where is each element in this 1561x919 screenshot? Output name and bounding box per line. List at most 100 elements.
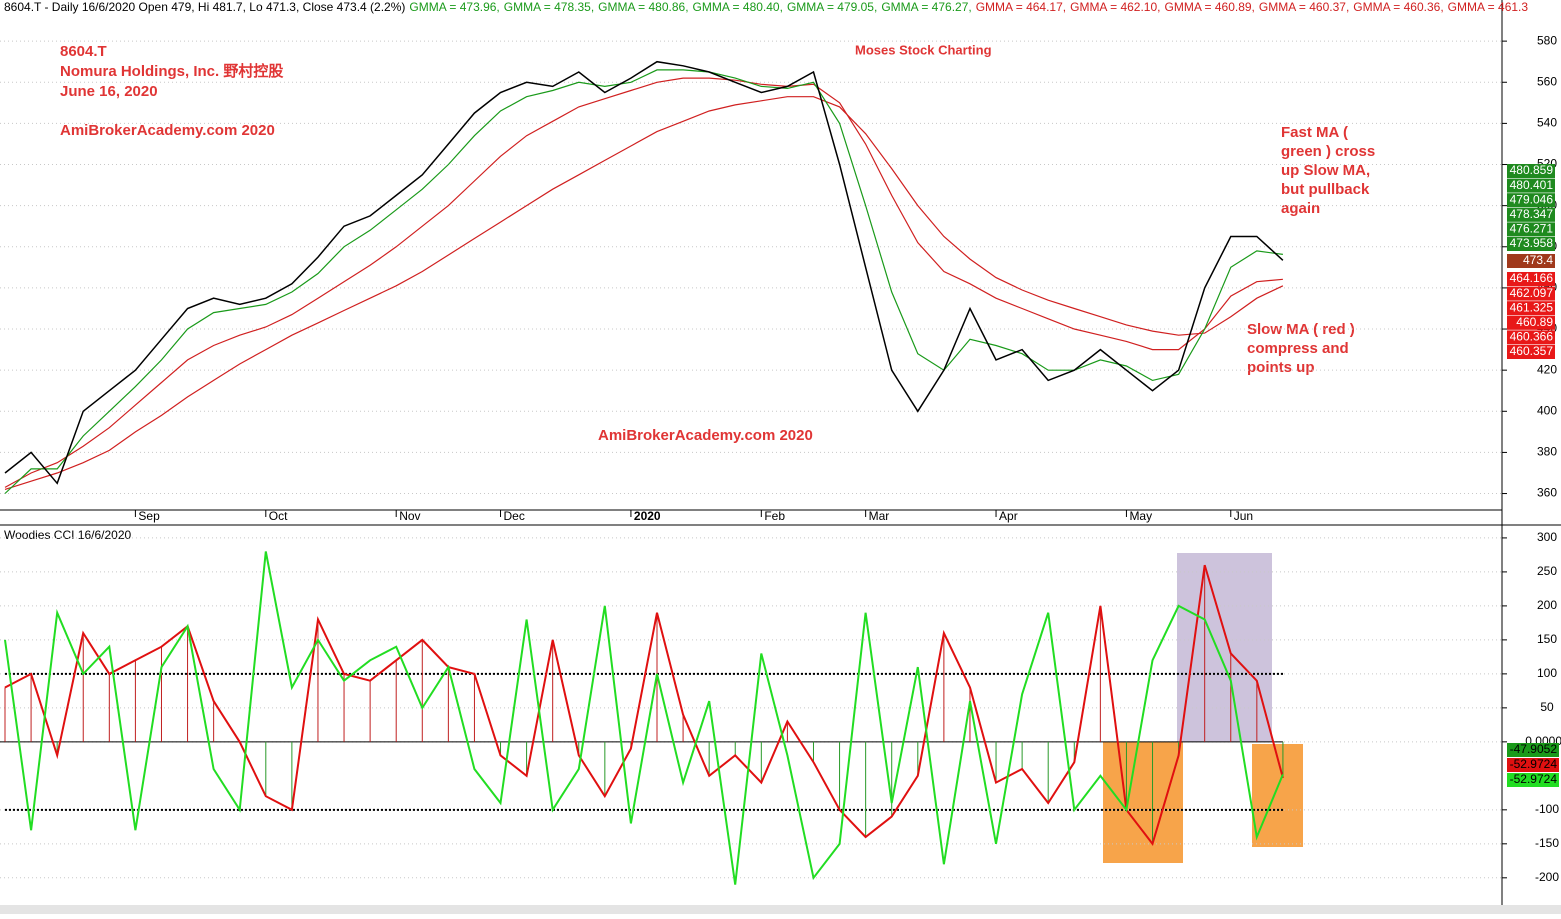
histogram-bar (160, 646, 162, 742)
value-box (1507, 758, 1559, 772)
histogram-bar (943, 633, 945, 742)
panel-title: Woodies CCI 16/6/2020 (4, 528, 132, 542)
histogram-bar (1073, 741, 1075, 763)
histogram-bar (447, 667, 449, 742)
y-tick-label: -200 (1535, 870, 1559, 884)
header-part: GMMA = 460.37, (1259, 0, 1349, 14)
histogram-bar (369, 680, 371, 742)
highlight-box (1177, 553, 1272, 742)
header-part: 8604.T - Daily 16/6/2020 Open 479, Hi 48… (4, 0, 405, 14)
x-tick-label: Jun (1234, 509, 1253, 523)
histogram-bar (969, 687, 971, 742)
histogram-bar (552, 639, 554, 742)
histogram-bar (708, 741, 710, 776)
y-tick-label: 50 (1540, 700, 1554, 714)
header-part: GMMA = 480.40, (693, 0, 783, 14)
credit: Moses Stock Charting (855, 42, 992, 57)
histogram-bar (1256, 680, 1258, 742)
sheet-tabs (0, 905, 1561, 914)
x-tick-label: 2020 (634, 509, 661, 523)
title-line: Nomura Holdings, Inc. 野村控股 (60, 62, 284, 80)
watermark: AmiBrokerAcademy.com 2020 (60, 122, 275, 139)
histogram-bar (1230, 653, 1232, 742)
value-box (1507, 743, 1559, 757)
y-tick-label: 250 (1537, 564, 1557, 578)
value-box (1507, 193, 1555, 208)
value-label: 460.89 (1516, 315, 1553, 329)
header-part: GMMA = 478.35, (504, 0, 594, 14)
header-part: GMMA = 460.89, (1165, 0, 1255, 14)
y-tick-label: 560 (1537, 74, 1557, 88)
value-label: 478.347 (1510, 207, 1554, 221)
value-label: 473.4 (1523, 253, 1553, 267)
histogram-bar (56, 741, 58, 756)
histogram-bar (1099, 605, 1101, 742)
histogram-bar (526, 741, 528, 776)
histogram-bar (473, 673, 475, 742)
y-tick-label: 580 (1537, 33, 1557, 47)
y-tick-label: 420 (1537, 362, 1557, 376)
value-box (1507, 254, 1555, 268)
value-label: -47.9052 (1510, 742, 1558, 756)
watermark: AmiBrokerAcademy.com 2020 (598, 427, 813, 444)
y-tick-label: 300 (1537, 530, 1557, 544)
histogram-bar (812, 741, 814, 763)
histogram-bar (1282, 741, 1284, 778)
histogram-bar (1204, 565, 1206, 742)
y-tick-label: 200 (1537, 598, 1557, 612)
histogram-bar (4, 687, 6, 742)
value-box (1507, 207, 1555, 222)
histogram-bar (839, 741, 841, 810)
x-tick-label: Oct (269, 509, 288, 523)
series-line (4, 77, 1283, 488)
value-label: 460.357 (1510, 344, 1554, 358)
histogram-bar (187, 626, 189, 742)
series-line (4, 96, 1284, 490)
histogram-bar (343, 673, 345, 742)
value-label: 473.958 (1510, 236, 1554, 250)
histogram-bar (30, 673, 32, 742)
histogram-bar (317, 619, 319, 742)
histogram-bar (421, 639, 423, 742)
histogram-bar (1047, 741, 1049, 804)
annotation: up Slow MA, (1281, 162, 1370, 179)
highlight-box (1103, 742, 1183, 863)
x-tick-label: Apr (999, 509, 1018, 523)
histogram-bar (760, 741, 762, 783)
y-tick-label: 360 (1537, 486, 1557, 500)
series-line (4, 60, 1284, 485)
histogram-bar (500, 741, 502, 756)
x-tick-label: May (1129, 509, 1152, 523)
header-part: GMMA = 479.05, (787, 0, 877, 14)
header-part: GMMA = 461.3 (1448, 0, 1529, 14)
annotation: again (1281, 200, 1320, 217)
histogram-bar (578, 741, 580, 756)
histogram-bar (1125, 741, 1127, 810)
x-tick-label: Feb (764, 509, 785, 523)
value-box (1507, 272, 1555, 286)
annotation: green ) cross (1281, 143, 1375, 160)
value-label: 480.859 (1510, 163, 1554, 177)
histogram-bar (1152, 741, 1154, 844)
title-line: 8604.T (60, 43, 107, 60)
histogram-bar (395, 660, 397, 742)
y-tick-label: 400 (1537, 403, 1557, 417)
value-box (1507, 773, 1559, 787)
histogram-bar (213, 701, 215, 742)
value-box (1507, 301, 1555, 316)
title-line: June 16, 2020 (60, 83, 158, 100)
histogram-bar (891, 741, 893, 817)
histogram-bar (865, 741, 867, 838)
histogram-bar (291, 741, 293, 810)
annotation: but pullback (1281, 181, 1370, 198)
value-label: 480.401 (1510, 178, 1554, 192)
histogram-bar (734, 741, 736, 756)
y-tick-label: -150 (1535, 836, 1559, 850)
histogram-bar (1021, 741, 1023, 770)
y-tick-label: 150 (1537, 632, 1557, 646)
header: 8604.T - Daily 16/6/2020 Open 479, Hi 48… (4, 0, 1528, 14)
cci-line (4, 564, 1284, 846)
value-label: -52.9724 (1510, 772, 1558, 786)
histogram-bar (108, 673, 110, 742)
